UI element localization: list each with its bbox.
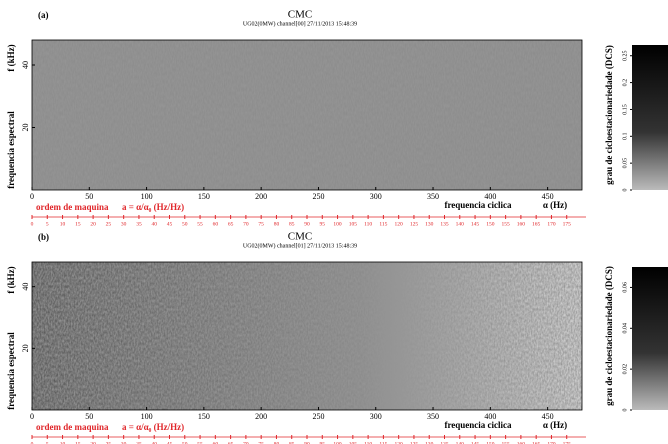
x2-tick-label: 130: [425, 221, 434, 227]
figure: (a)CMCUG02(0MW) channel[00] 27/11/2013 1…: [0, 0, 668, 444]
spectrogram-texture: [32, 262, 582, 410]
colorbar-tick-label: 0.25: [622, 50, 628, 61]
x-tick-label: 300: [370, 412, 382, 421]
spectrogram-texture: [32, 40, 582, 190]
y-tick-label: 40: [21, 61, 30, 69]
y-axis-unit: f (kHz): [6, 266, 16, 293]
x2-tick-label: 5: [46, 221, 49, 227]
x2-tick-label: 145: [471, 221, 480, 227]
x2-tick-label: 85: [289, 221, 295, 227]
colorbar-tick-label: 0.2: [622, 79, 628, 87]
x2-tick-label: 150: [486, 221, 495, 227]
x2-tick-label: 0: [31, 221, 34, 227]
x-tick-label: 200: [255, 192, 267, 201]
x2-axis-formula: a = α/α₀ (Hz/Hz): [122, 202, 184, 212]
x-tick-label: 350: [427, 192, 439, 201]
y-axis-label: frequencia espectral: [6, 332, 16, 410]
x2-tick-label: 115: [379, 221, 387, 227]
x2-tick-label: 80: [274, 221, 280, 227]
x2-tick-label: 35: [136, 221, 142, 227]
x2-tick-label: 20: [90, 221, 96, 227]
colorbar-tick-label: 0.15: [622, 104, 628, 115]
panel-label: (b): [38, 232, 49, 242]
x2-tick-label: 10: [60, 221, 66, 227]
panel-label: (a): [38, 10, 49, 20]
x2-axis-formula: a = α/α₀ (Hz/Hz): [122, 422, 184, 432]
chart-title: CMC: [288, 9, 312, 21]
x-tick-label: 150: [198, 192, 210, 201]
x2-tick-label: 15: [75, 221, 81, 227]
colorbar-tick-label: 0: [622, 409, 628, 412]
x2-axis-label: ordem de maquina: [36, 422, 109, 432]
x-tick-label: 350: [427, 412, 439, 421]
x2-tick-label: 50: [182, 221, 188, 227]
x2-tick-label: 155: [501, 221, 510, 227]
x-tick-label: 100: [141, 192, 153, 201]
x2-tick-label: 105: [349, 221, 358, 227]
x-tick-label: 50: [85, 192, 93, 201]
y-tick-label: 20: [21, 124, 30, 132]
colorbar-label: grau de cicloestacionariedade (DCS): [604, 266, 614, 406]
x-tick-label: 250: [312, 192, 324, 201]
x2-tick-label: 140: [456, 221, 465, 227]
x-tick-label: 300: [370, 192, 382, 201]
chart-subtitle: UG02(0MW) channel[00] 27/11/2013 15:48:3…: [243, 20, 357, 27]
x2-tick-label: 90: [304, 221, 310, 227]
x-axis-unit: α (Hz): [543, 420, 567, 430]
x2-tick-label: 110: [364, 221, 372, 227]
y-tick-label: 20: [21, 344, 30, 352]
x2-tick-label: 40: [151, 221, 157, 227]
colorbar: [632, 267, 668, 410]
x-tick-label: 100: [141, 412, 153, 421]
x-tick-label: 0: [30, 192, 34, 201]
x2-tick-label: 160: [517, 221, 526, 227]
y-axis-label: frequencia espectral: [6, 111, 16, 189]
x2-tick-label: 165: [532, 221, 541, 227]
x-tick-label: 0: [30, 412, 34, 421]
y-axis-unit: f (kHz): [6, 44, 16, 71]
x2-tick-label: 70: [243, 221, 249, 227]
x2-tick-label: 25: [106, 221, 112, 227]
x-tick-label: 200: [255, 412, 267, 421]
colorbar-tick-label: 0.1: [622, 133, 628, 141]
x2-tick-label: 100: [333, 221, 342, 227]
x2-tick-label: 170: [547, 221, 556, 227]
chart-subtitle: UG02(0MW) channel[01] 27/11/2013 15:48:3…: [243, 242, 357, 249]
x-tick-label: 50: [85, 412, 93, 421]
x2-tick-label: 65: [228, 221, 234, 227]
colorbar-tick-label: 0.02: [622, 364, 628, 375]
x-tick-label: 150: [198, 412, 210, 421]
x2-tick-label: 55: [197, 221, 203, 227]
colorbar-tick-label: 0.06: [622, 282, 628, 293]
x2-tick-label: 60: [213, 221, 219, 227]
colorbar-tick-label: 0.04: [622, 323, 628, 334]
chart-title: CMC: [288, 231, 312, 243]
x-axis-label: frequencia ciclica: [444, 420, 512, 430]
colorbar-label: grau de cicloestacionariedade (DCS): [604, 45, 614, 185]
x2-tick-label: 175: [563, 221, 572, 227]
x2-tick-label: 95: [320, 221, 326, 227]
x2-tick-label: 75: [258, 221, 264, 227]
x2-tick-label: 120: [395, 221, 404, 227]
colorbar-tick-label: 0: [622, 189, 628, 192]
x2-tick-label: 125: [410, 221, 419, 227]
x-tick-label: 250: [312, 412, 324, 421]
y-tick-label: 40: [21, 283, 30, 291]
x-axis-label: frequencia ciclica: [444, 200, 512, 210]
x2-axis-label: ordem de maquina: [36, 202, 109, 212]
x2-tick-label: 45: [167, 221, 173, 227]
x-axis-unit: α (Hz): [543, 200, 567, 210]
colorbar-tick-label: 0.05: [622, 158, 628, 169]
x2-tick-label: 30: [121, 221, 127, 227]
colorbar: [632, 45, 668, 190]
x2-tick-label: 135: [440, 221, 449, 227]
